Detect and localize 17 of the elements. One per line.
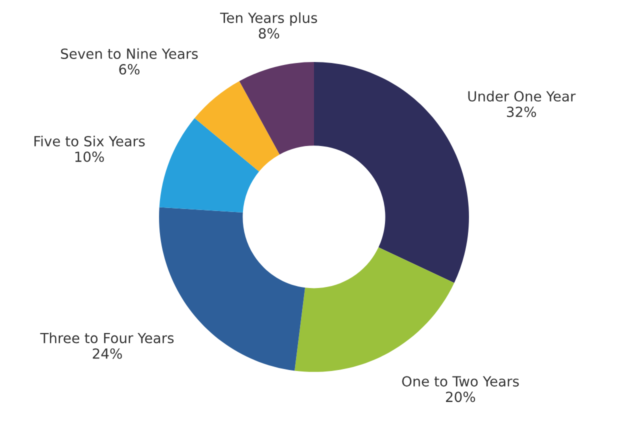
- data-label: 32%: [506, 106, 536, 118]
- donut-slice: [314, 62, 469, 283]
- slice-label: Five to Six Years: [34, 136, 145, 146]
- slice-label: Ten Years plus: [220, 12, 318, 26]
- data-label: 10%: [75, 152, 104, 162]
- donut-slice: [194, 81, 280, 172]
- slice-label: Under One Year: [468, 90, 576, 102]
- slice-label: Three to Four Years: [40, 332, 174, 344]
- data-label: 6%: [119, 64, 140, 75]
- slice-label: One to Two Years: [402, 376, 519, 387]
- donut-slice: [159, 118, 260, 212]
- slice-label: Seven to Nine Years: [60, 48, 198, 60]
- data-label: 20%: [446, 392, 476, 402]
- donut-slice: [294, 247, 454, 372]
- data-label: 8%: [258, 28, 280, 39]
- data-label: 24%: [92, 348, 122, 359]
- donut-slice: [239, 62, 314, 154]
